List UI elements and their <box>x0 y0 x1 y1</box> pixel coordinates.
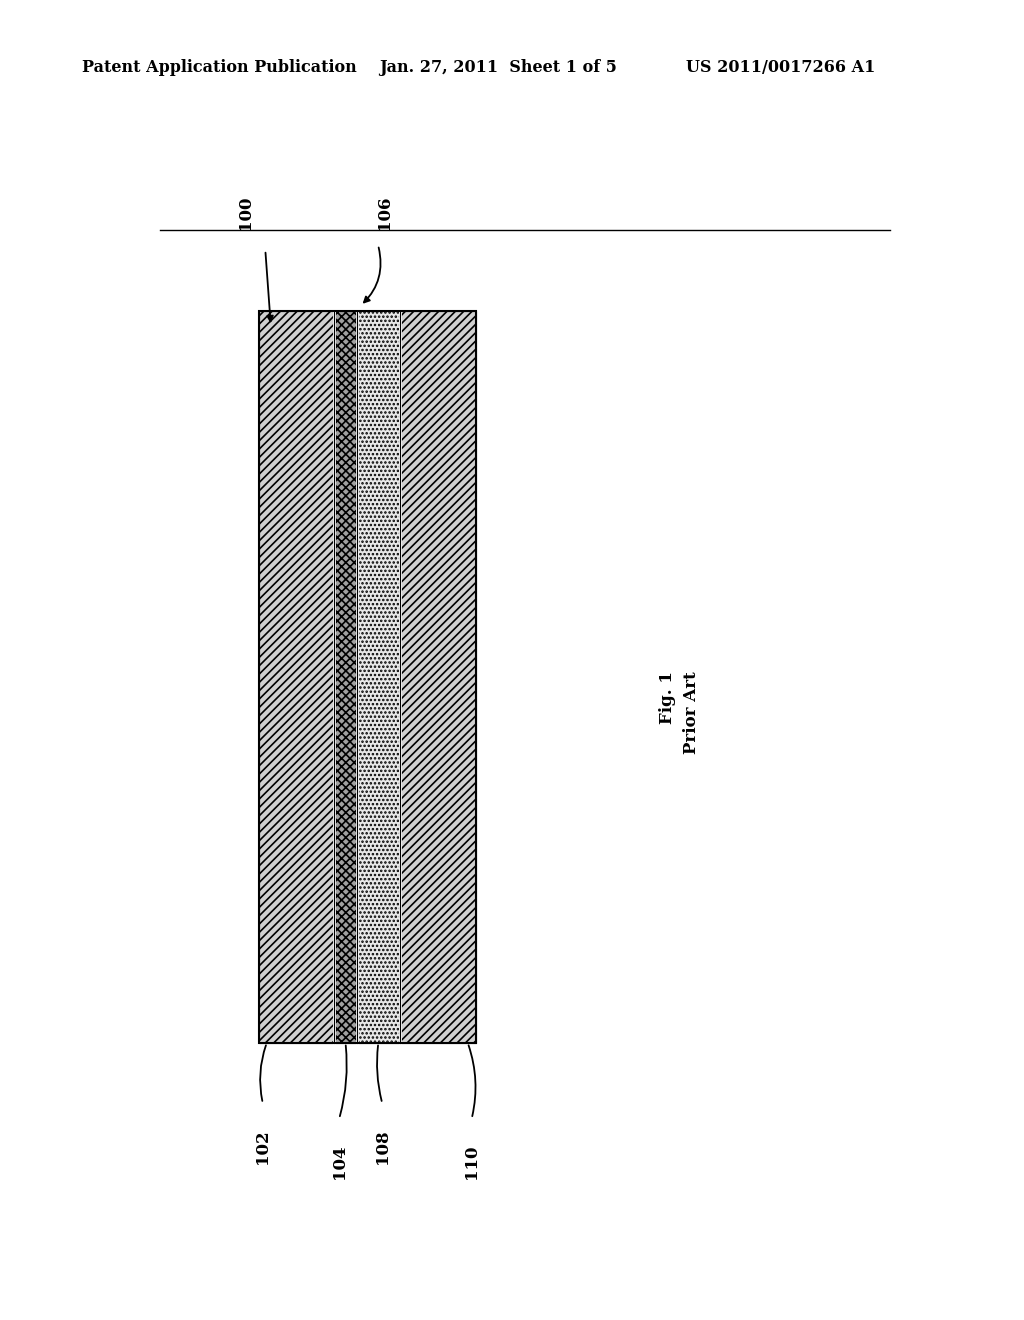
Text: Patent Application Publication: Patent Application Publication <box>82 59 356 77</box>
Text: Prior Art: Prior Art <box>683 671 700 754</box>
Text: Fig. 1: Fig. 1 <box>659 671 676 723</box>
Text: 106: 106 <box>376 195 393 230</box>
Bar <box>259 312 475 1043</box>
Bar <box>400 312 475 1043</box>
Bar <box>259 312 334 1043</box>
Bar <box>356 312 400 1043</box>
Bar <box>334 312 356 1043</box>
Text: 110: 110 <box>463 1144 480 1179</box>
Text: US 2011/0017266 A1: US 2011/0017266 A1 <box>686 59 876 77</box>
Text: 108: 108 <box>374 1129 391 1164</box>
Text: 102: 102 <box>254 1129 271 1164</box>
Text: 100: 100 <box>237 195 254 230</box>
Text: 104: 104 <box>331 1144 347 1179</box>
Text: Jan. 27, 2011  Sheet 1 of 5: Jan. 27, 2011 Sheet 1 of 5 <box>379 59 616 77</box>
